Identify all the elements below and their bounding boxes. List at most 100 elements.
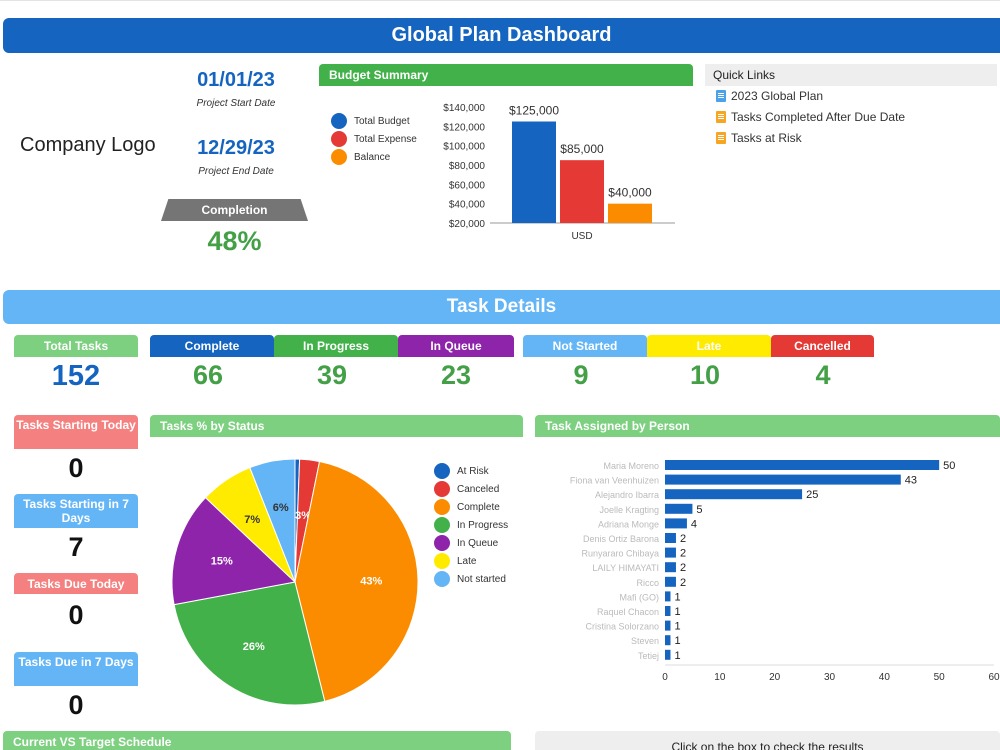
person-label: Adriana Monge <box>598 519 659 529</box>
person-bar-value: 1 <box>674 621 680 633</box>
stat-not-started-value: 9 <box>573 360 589 390</box>
person-bar <box>665 489 803 500</box>
task-details-title: Task Details <box>3 290 1000 324</box>
tasks-due-today-value: 0 <box>68 600 84 630</box>
stat-in-progress-label: In Progress <box>274 335 398 357</box>
start-date-value: 01/01/23 <box>197 69 275 91</box>
x-tick-label: 40 <box>879 672 891 683</box>
y-tick-label: $140,000 <box>443 103 485 114</box>
quick-link-label: 2023 Global Plan <box>731 89 824 103</box>
tasks-starting-today-label: Tasks Starting Today <box>14 415 138 449</box>
legend-marker <box>434 553 450 569</box>
person-bar-value: 1 <box>674 591 680 603</box>
quick-link-tasks-at-risk[interactable]: Tasks at Risk <box>716 131 802 145</box>
top-divider <box>0 0 1000 3</box>
status-pie-chart: 3% 43% 26% 15% 7% 6% At Risk Canceled Complete In… <box>171 458 508 706</box>
person-bar <box>665 460 940 470</box>
person-bar-value: 2 <box>680 533 686 545</box>
stat-cancelled-label: Cancelled <box>771 335 874 357</box>
person-bar <box>665 474 901 485</box>
person-bar-value: 1 <box>674 606 680 618</box>
person-bar <box>665 562 676 573</box>
budget-chart: Total Budget Total Expense Balance $20,000 $… <box>331 103 675 242</box>
y-tick-label: $80,000 <box>449 161 486 172</box>
tasks-starting-7-days-label: Tasks Starting in 7 Days <box>14 494 138 528</box>
legend-marker <box>331 113 347 129</box>
x-tick-label: 10 <box>714 672 726 683</box>
person-label: LAILY HIMAYATI <box>592 563 659 573</box>
person-bar-value: 2 <box>680 548 686 560</box>
person-bar-value: 4 <box>691 518 697 530</box>
pie-slice-label: 43% <box>360 575 382 587</box>
legend-label: Canceled <box>457 484 499 495</box>
pie-slice <box>171 496 297 606</box>
legend-label: Not started <box>457 574 506 585</box>
person-bar <box>665 533 676 543</box>
stat-total-value: 152 <box>51 360 101 392</box>
legend-marker <box>331 131 347 147</box>
schedule-title: Current VS Target Schedule <box>3 731 511 750</box>
tasks-starting-today-value: 0 <box>68 453 84 483</box>
person-bar-value: 1 <box>674 650 680 662</box>
person-label: Fiona van Veenhuizen <box>570 476 659 486</box>
stat-total-label: Total Tasks <box>14 335 138 357</box>
document-icon <box>716 90 726 102</box>
stat-in-queue-label: In Queue <box>398 335 514 357</box>
legend-label: Total Expense <box>354 134 417 145</box>
x-tick-label: 60 <box>988 672 1000 683</box>
completion-label: Completion <box>161 199 308 221</box>
budget-bar <box>512 121 556 223</box>
legend-marker <box>434 463 450 479</box>
person-bar-value: 43 <box>905 475 917 487</box>
pie-slice-label: 15% <box>211 556 233 568</box>
completion-value: 48% <box>207 226 262 256</box>
stat-complete-value: 66 <box>192 360 224 390</box>
budget-bar <box>560 160 604 223</box>
person-bar <box>665 503 693 514</box>
pie-slice-label: 3% <box>295 510 311 522</box>
legend-label: In Progress <box>457 520 508 531</box>
y-tick-label: $20,000 <box>449 219 486 230</box>
legend-label: At Risk <box>457 466 490 477</box>
start-date-caption: Project Start Date <box>196 98 276 109</box>
legend-label: Late <box>457 556 477 567</box>
person-bar-value: 25 <box>806 489 818 501</box>
stat-complete-label: Complete <box>150 335 274 357</box>
person-bar <box>665 576 676 587</box>
x-tick-label: 50 <box>934 672 946 683</box>
x-tick-label: 20 <box>769 672 781 683</box>
person-label: Denis Ortiz Barona <box>583 534 659 544</box>
quick-links-title: Quick Links <box>705 64 997 86</box>
pie-slice <box>294 460 419 702</box>
check-results-box[interactable]: Click on the box to check the results <box>535 731 1000 750</box>
quick-link-global-plan[interactable]: 2023 Global Plan <box>716 89 823 103</box>
end-date-block: 12/29/23 Project End Date <box>175 137 297 177</box>
quick-link-completed-after-due[interactable]: Tasks Completed After Due Date <box>716 110 905 124</box>
y-tick-label: $40,000 <box>449 200 486 211</box>
sheet-icon <box>716 132 726 144</box>
x-tick-label: 0 <box>662 672 668 683</box>
quick-link-label: Tasks Completed After Due Date <box>731 110 906 124</box>
stat-in-queue-value: 23 <box>440 360 472 390</box>
y-tick-label: $100,000 <box>443 142 485 153</box>
end-date-caption: Project End Date <box>198 166 274 177</box>
person-label: Steven <box>631 636 659 646</box>
stat-not-started-label: Not Started <box>523 335 647 357</box>
tasks-starting-7-days-value: 7 <box>68 532 84 562</box>
budget-summary-title: Budget Summary <box>319 64 693 86</box>
bar-value-label: $40,000 <box>608 186 652 200</box>
person-bar <box>665 606 671 616</box>
person-label: Raquel Chacon <box>597 607 659 617</box>
y-tick-label: $60,000 <box>449 180 486 191</box>
person-label: Maria Moreno <box>603 461 659 471</box>
stat-late-label: Late <box>647 335 771 357</box>
dashboard-title: Global Plan Dashboard <box>3 18 1000 53</box>
company-logo: Company Logo <box>20 134 156 156</box>
status-pie-title: Tasks % by Status <box>150 415 523 437</box>
person-bar <box>665 547 676 558</box>
tasks-due-7-days-value: 0 <box>68 690 84 720</box>
pie-slice-label: 26% <box>243 641 265 653</box>
sheet-icon <box>716 111 726 123</box>
person-label: Tetiej <box>638 651 659 661</box>
